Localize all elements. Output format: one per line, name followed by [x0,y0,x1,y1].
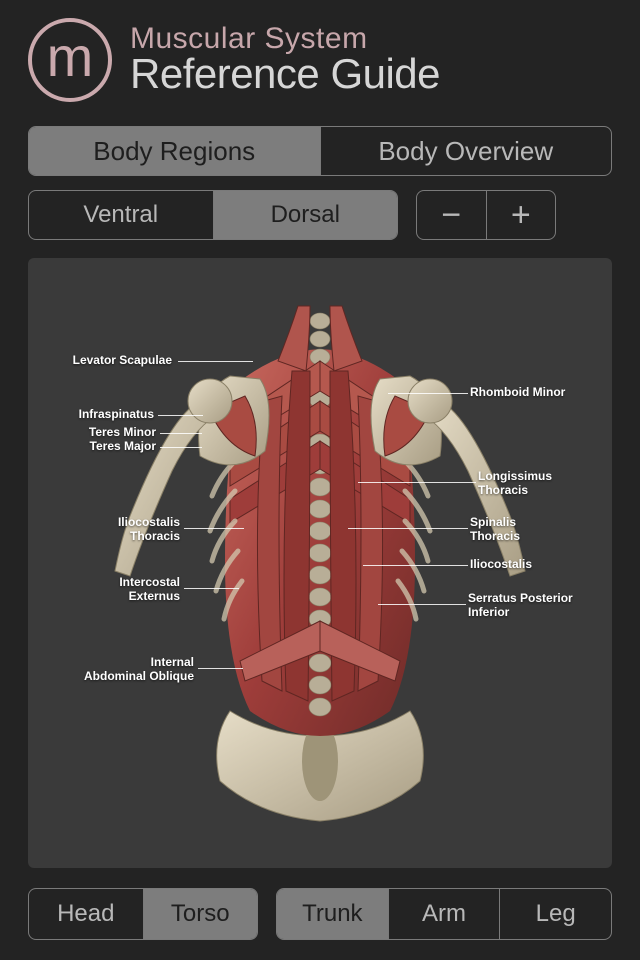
tab-dorsal[interactable]: Dorsal [213,191,398,239]
label-iliocostalis: Iliocostalis [470,558,532,572]
app-header: m Muscular System Reference Guide [0,0,640,112]
app-title-line2: Reference Guide [130,50,440,98]
tab-trunk[interactable]: Trunk [277,889,388,939]
app-titles: Muscular System Reference Guide [130,22,440,98]
label-longissimus-thoracis: LongissimusThoracis [478,470,552,498]
leader-line [158,415,203,416]
leader-line [178,361,253,362]
logo-letter: m [47,29,94,85]
tab-leg[interactable]: Leg [499,889,611,939]
zoom-in-button[interactable]: + [486,191,556,239]
tab-arm[interactable]: Arm [388,889,500,939]
label-spinalis-thoracis: SpinalisThoracis [470,516,520,544]
region-tabs-group1: Head Torso [28,888,258,940]
leader-line [378,604,466,605]
label-infraspinatus: Infraspinatus [79,408,154,422]
zoom-out-button[interactable]: − [417,191,486,239]
zoom-controls: − + [416,190,556,240]
label-teres-minor: Teres Minor [89,426,156,440]
leader-line [198,668,243,669]
view-tabs: Body Regions Body Overview [28,126,612,176]
anatomy-panel[interactable]: Levator Scapulae Infraspinatus Teres Min… [28,258,612,868]
leader-line [348,528,468,529]
side-tabs: Ventral Dorsal [28,190,398,240]
anatomy-illustration [60,261,580,841]
tab-body-overview[interactable]: Body Overview [320,127,612,175]
tab-torso[interactable]: Torso [143,889,258,939]
side-zoom-row: Ventral Dorsal − + [28,190,612,240]
label-serratus-posterior-inferior: Serratus PosteriorInferior [468,592,573,620]
leader-line [358,482,476,483]
leader-line [160,447,202,448]
region-tabs-group2: Trunk Arm Leg [276,888,612,940]
tab-ventral[interactable]: Ventral [29,191,213,239]
label-iliocostalis-thoracis: IliocostalisThoracis [118,516,180,544]
label-teres-major: Teres Major [90,440,156,454]
leader-line [363,565,468,566]
tab-head[interactable]: Head [29,889,143,939]
leader-line [184,588,239,589]
label-intercostal-externus: IntercostalExternus [119,576,180,604]
leader-line [388,393,468,394]
label-levator-scapulae: Levator Scapulae [73,354,172,368]
tab-body-regions[interactable]: Body Regions [29,127,320,175]
leader-line [184,528,244,529]
region-tabs-row: Head Torso Trunk Arm Leg [28,888,612,940]
app-logo: m [28,18,112,102]
view-tabs-row: Body Regions Body Overview [28,126,612,176]
label-internal-abdominal-oblique: InternalAbdominal Oblique [84,656,194,684]
label-rhomboid-minor: Rhomboid Minor [470,386,565,400]
leader-line [160,433,202,434]
